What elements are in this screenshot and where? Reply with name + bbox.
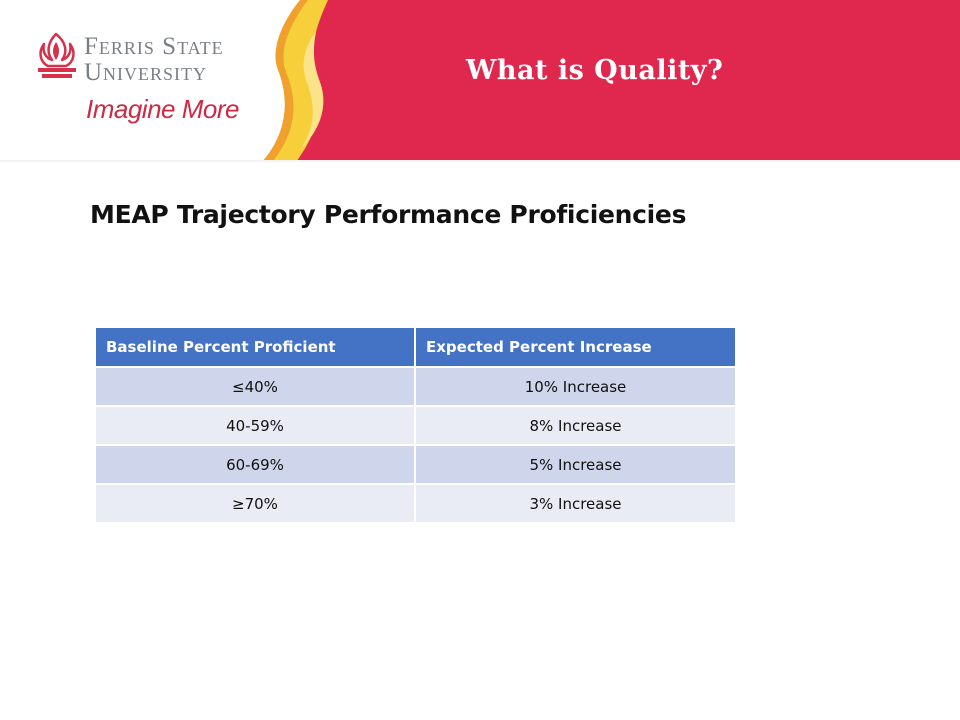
cell-baseline: ≤40%: [96, 366, 416, 406]
banner-graphic: [0, 0, 960, 162]
header-title: What is Quality?: [466, 55, 724, 86]
cell-expected-increase: 3% Increase: [415, 483, 735, 522]
cell-expected-increase: 8% Increase: [415, 405, 735, 445]
table-row: ≥70% 3% Increase: [96, 483, 735, 522]
logo-line-university: University: [84, 59, 208, 86]
banner-red-band: [268, 0, 960, 162]
ferris-state-logo: Ferris State University Imagine More: [32, 30, 272, 140]
cell-baseline: 40-59%: [96, 405, 416, 445]
cell-baseline: 60-69%: [96, 444, 416, 484]
cell-expected-increase: 5% Increase: [415, 444, 735, 484]
table-header-row: Baseline Percent Proficient Expected Per…: [96, 328, 735, 367]
table-row: ≤40% 10% Increase: [96, 366, 735, 406]
table-row: 40-59% 8% Increase: [96, 405, 735, 445]
column-header-baseline: Baseline Percent Proficient: [96, 328, 416, 367]
slide-title: MEAP Trajectory Performance Proficiencie…: [90, 200, 687, 229]
torch-icon: [38, 32, 76, 78]
column-header-expected-increase: Expected Percent Increase: [415, 328, 735, 367]
cell-expected-increase: 10% Increase: [415, 366, 735, 406]
header-banner: Ferris State University Imagine More Wha…: [0, 0, 960, 162]
proficiency-table: Baseline Percent Proficient Expected Per…: [96, 328, 735, 522]
flame-light-shape: [300, 32, 324, 150]
logo-line-ferris-state: Ferris State: [84, 33, 224, 60]
table-row: 60-69% 5% Increase: [96, 444, 735, 484]
cell-baseline: ≥70%: [96, 483, 416, 522]
logo-tagline: Imagine More: [86, 94, 239, 124]
